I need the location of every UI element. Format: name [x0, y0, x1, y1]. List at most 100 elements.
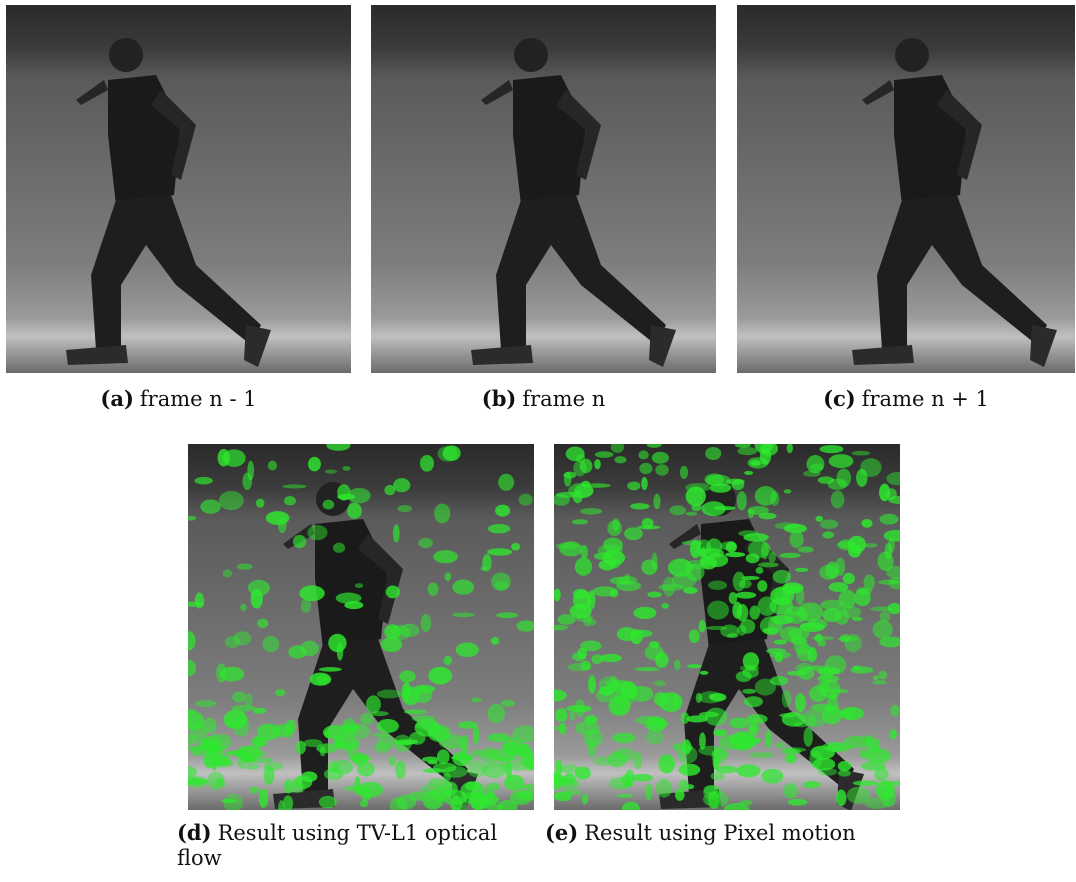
motion-blob [610, 589, 619, 597]
motion-blob [768, 552, 776, 563]
motion-blob [709, 693, 726, 702]
motion-blob [650, 720, 669, 728]
motion-blob [328, 634, 346, 652]
motion-blob [788, 799, 808, 806]
motion-blob [370, 711, 388, 716]
motion-blob [195, 722, 203, 729]
motion-blob [572, 652, 586, 661]
motion-blob [219, 491, 244, 510]
motion-blob [756, 567, 764, 574]
motion-blob [646, 730, 664, 745]
motion-blob [774, 640, 787, 645]
motion-blob [811, 704, 833, 712]
motion-blob [704, 473, 724, 485]
motion-blob [675, 789, 685, 801]
motion-blob [284, 496, 296, 506]
motion-blob [691, 504, 701, 512]
motion-blob [584, 715, 597, 725]
caption: (a)frame n - 1 [6, 386, 351, 412]
motion-blob [820, 520, 838, 530]
motion-blob [878, 580, 900, 585]
motion-blob [233, 631, 251, 645]
motion-blob [659, 692, 683, 712]
motion-blob [275, 689, 285, 696]
motion-blob [195, 700, 217, 707]
motion-blob [396, 739, 418, 745]
page: (a)frame n - 1 (b)frame n (c)frame n + 1… [0, 0, 1076, 882]
motion-blob [299, 585, 324, 601]
motion-blob [563, 472, 576, 479]
motion-blob [800, 623, 810, 628]
motion-blob [384, 624, 401, 639]
motion-blob [831, 491, 845, 509]
caption-label: (b) [482, 386, 517, 411]
motion-blob [573, 460, 586, 476]
motion-blob [467, 761, 487, 778]
motion-blob [444, 656, 453, 665]
motion-blob [842, 709, 855, 719]
motion-blob [224, 710, 248, 729]
motion-blob [323, 500, 335, 510]
motion-blob [288, 645, 306, 658]
motion-blob [861, 519, 872, 528]
caption-text: frame n - 1 [140, 387, 257, 411]
motion-blob [856, 587, 872, 595]
motion-blob [420, 455, 434, 472]
motion-blob [729, 718, 749, 729]
motion-blob [616, 794, 633, 798]
caption-text: frame n + 1 [862, 387, 989, 411]
motion-blob [377, 734, 394, 749]
motion-blob [690, 540, 701, 559]
motion-blob [837, 468, 852, 487]
motion-blob [308, 457, 321, 472]
motion-blob [804, 727, 813, 747]
motion-blob [253, 737, 263, 747]
motion-blob [393, 524, 400, 542]
motion-blob [811, 636, 834, 640]
motion-blob [740, 800, 753, 805]
motion-blob [519, 744, 531, 758]
motion-blob [757, 580, 767, 592]
motion-blob [680, 466, 688, 479]
motion-blob [610, 577, 632, 585]
caption: (b)frame n [371, 386, 716, 412]
motion-blob [788, 628, 810, 640]
motion-blob [608, 696, 630, 716]
motion-blob [681, 712, 689, 724]
motion-blob [415, 718, 440, 736]
motion-blob [734, 735, 758, 748]
motion-blob [888, 538, 895, 553]
motion-blob [343, 466, 351, 471]
motion-blob [484, 749, 508, 758]
motion-blob [737, 491, 747, 510]
motion-blob [211, 751, 217, 771]
motion-blob [689, 629, 700, 643]
motion-blob [491, 572, 511, 590]
motion-blob [344, 601, 363, 609]
motion-blob [518, 494, 532, 506]
motion-blob [282, 484, 306, 488]
motion-blob [470, 792, 487, 810]
motion-blob [487, 548, 512, 555]
motion-blob [409, 792, 427, 801]
motion-blob [839, 590, 857, 609]
motion-blob [712, 749, 729, 760]
motion-blob [428, 583, 439, 596]
motion-blob [795, 568, 809, 572]
motion-blob [713, 729, 727, 736]
motion-blob [742, 689, 756, 694]
motion-blob [563, 773, 575, 786]
motion-blob [284, 723, 294, 739]
motion-blob [428, 778, 446, 786]
motion-blob [393, 478, 410, 492]
motion-blob [556, 543, 578, 550]
motion-blob [359, 782, 384, 798]
motion-blob [360, 800, 368, 807]
motion-blob [575, 558, 592, 576]
motion-blob [333, 543, 345, 553]
motion-blob [203, 718, 217, 733]
motion-blob [725, 552, 745, 557]
motion-blob [583, 615, 591, 627]
motion-blob [377, 719, 399, 733]
motion-blob [456, 642, 479, 657]
